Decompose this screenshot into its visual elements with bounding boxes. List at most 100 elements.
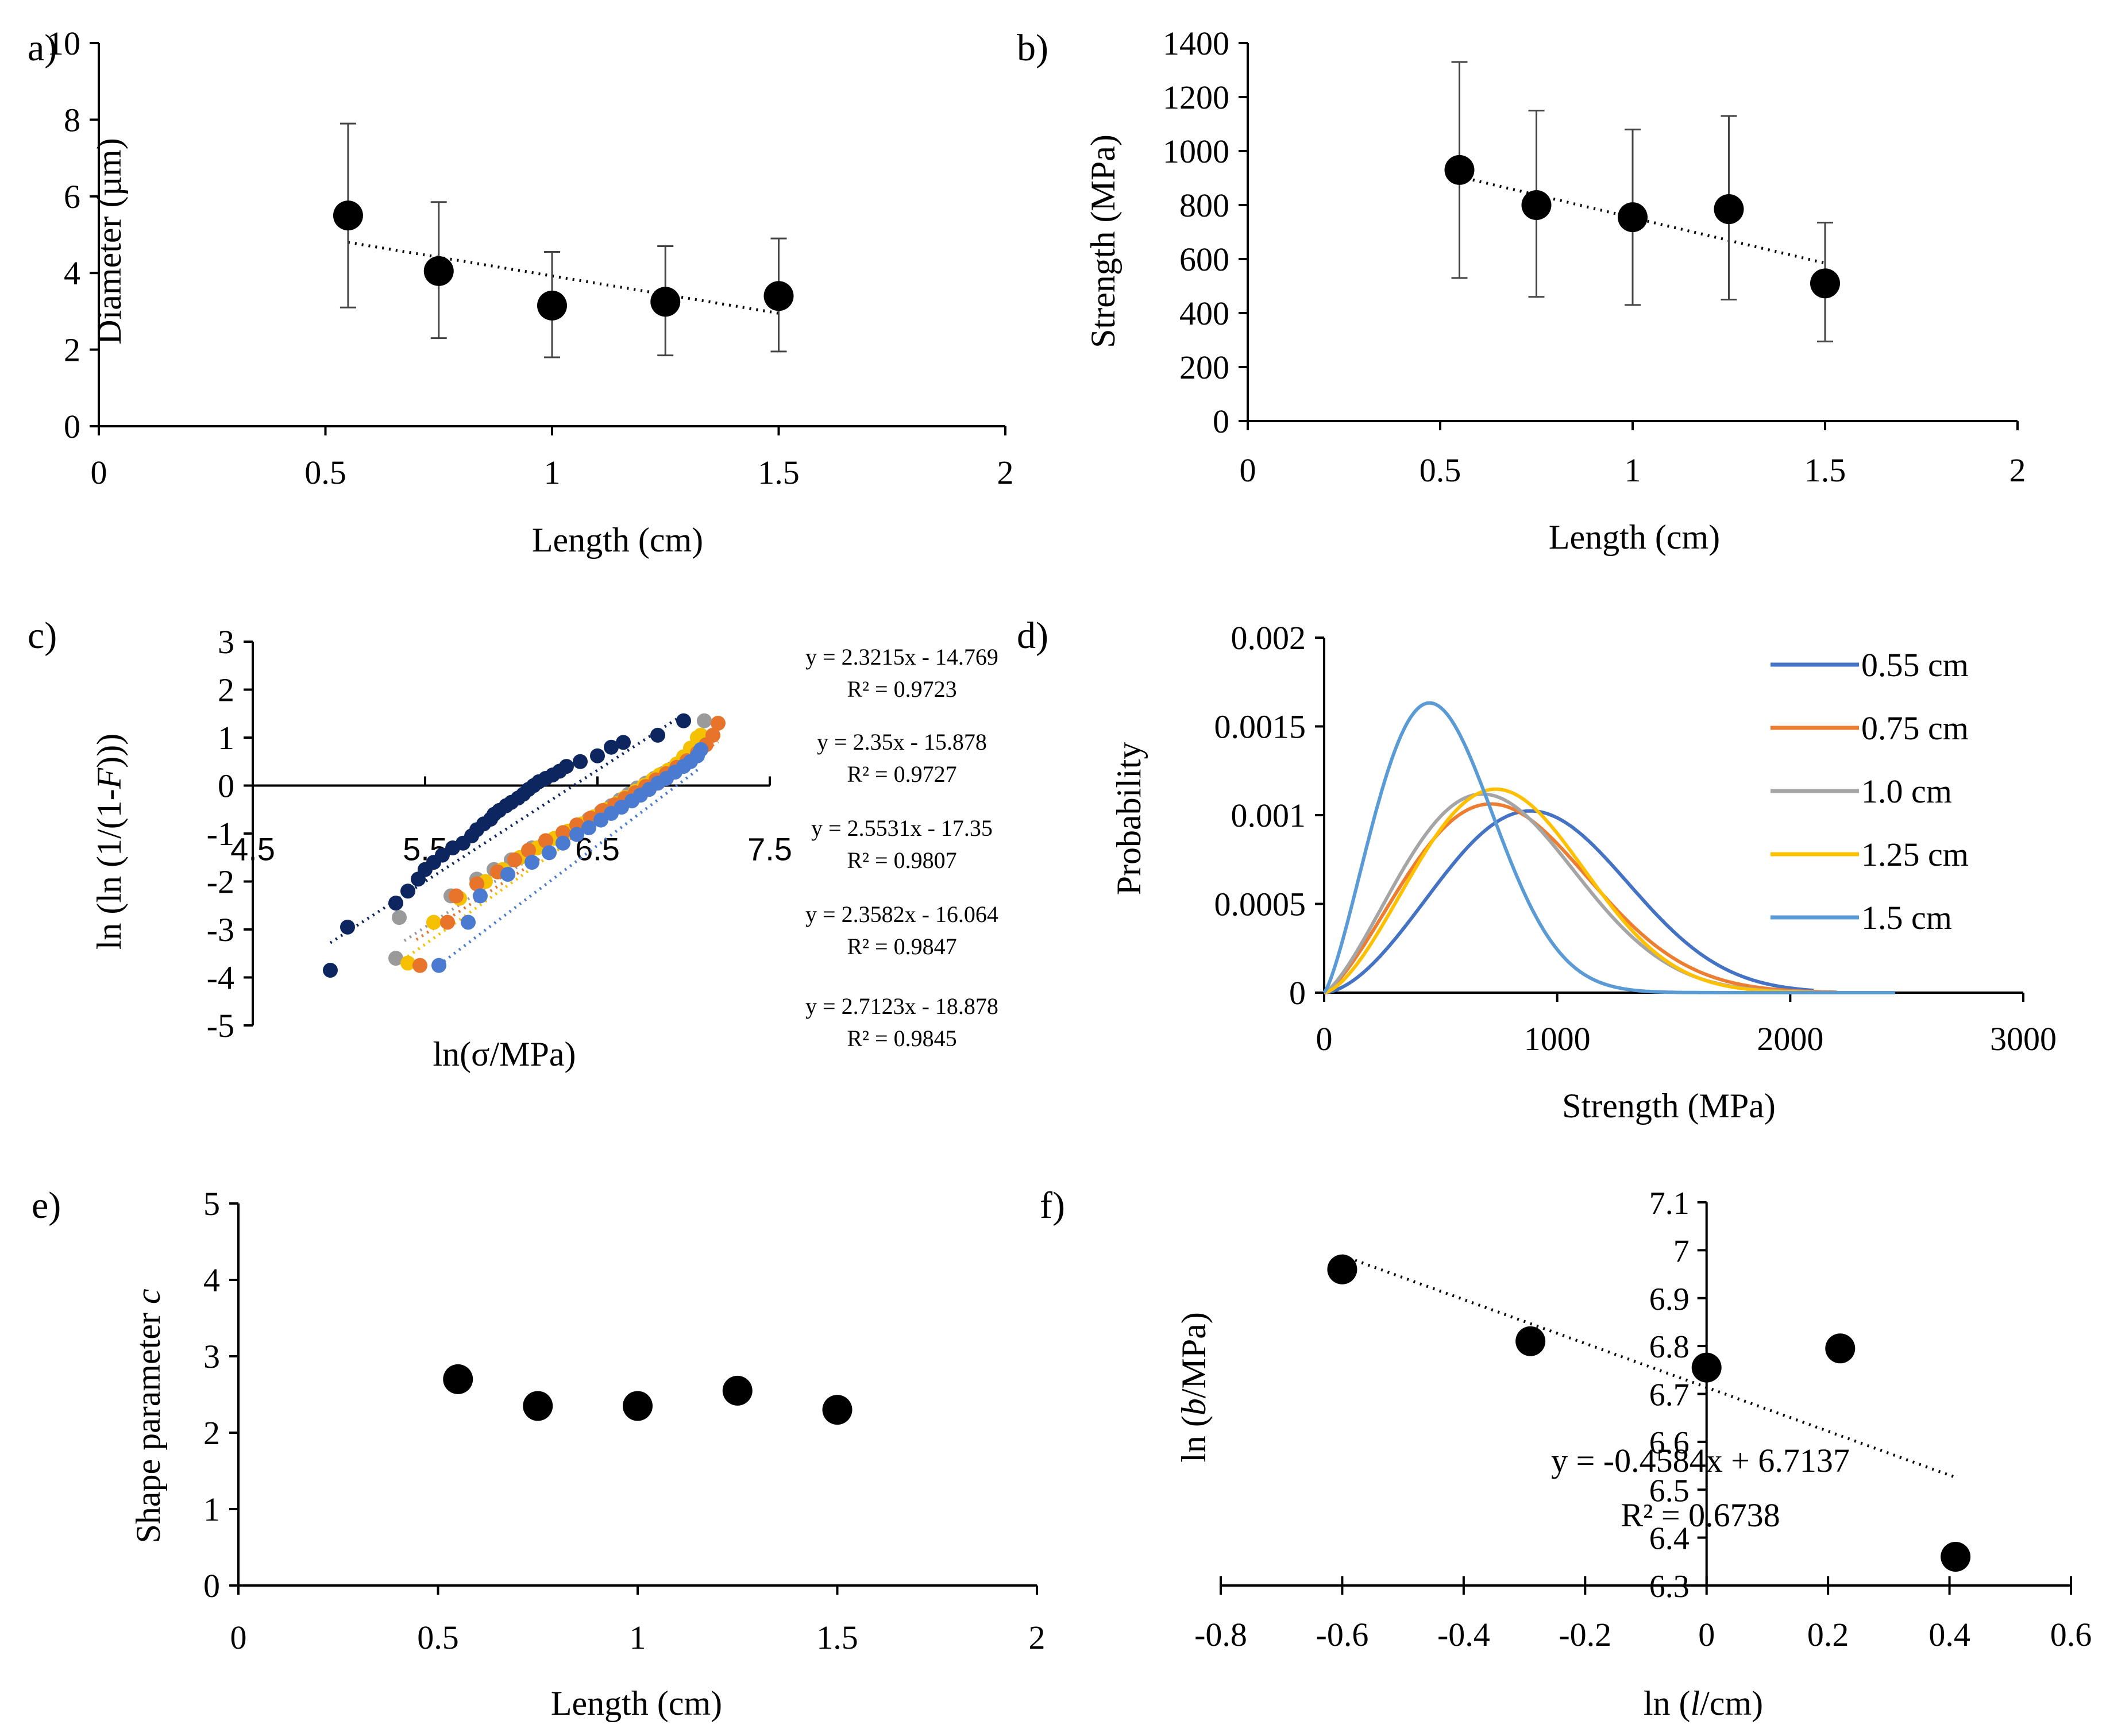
a-y-tick-label: 4 [64, 254, 80, 292]
c-data-point [581, 820, 596, 835]
f-y-tick-label: 6.4 [1649, 1521, 1690, 1557]
c-data-point [524, 855, 539, 870]
f-x-tick-label: -0.6 [1316, 1616, 1369, 1653]
panel-b-xlabel: Length (cm) [1549, 518, 1720, 556]
panel-a-xlabel: Length (cm) [532, 521, 703, 559]
f-x-tick-label: 0 [1698, 1616, 1715, 1653]
c-x-tick-label: 7.5 [747, 831, 792, 867]
a-data-point [333, 200, 363, 231]
panel-c-xlabel: ln(σ/MPa) [433, 1035, 576, 1073]
c-y-tick-label: 1 [218, 719, 234, 757]
a-x-tick-label: 1 [544, 454, 561, 491]
f-x-tick-label: -0.2 [1559, 1616, 1611, 1653]
d-x-tick-label: 1000 [1524, 1020, 1591, 1058]
c-data-point [400, 884, 415, 899]
panel-c-tag: c) [28, 615, 57, 657]
panel-a-axes: 0 0.5 1 1.5 2 0 2 4 6 8 10 [47, 25, 1014, 491]
panel-d: d) 0 1000 2000 300000.00050.0010.00150.002 … [1017, 615, 2057, 1125]
d-x-tick-label: 0 [1316, 1020, 1333, 1058]
e-y-tick-label: 2 [203, 1414, 220, 1452]
d-legend-label: 1.5 cm [1861, 899, 1952, 936]
c-data-point [616, 735, 631, 750]
c-data-point [521, 843, 536, 858]
f-x-tick-label: -0.4 [1437, 1616, 1490, 1653]
d-y-tick-label: 0.001 [1231, 797, 1306, 834]
c-r2: R² = 0.9845 [847, 1025, 956, 1051]
f-data-point [1941, 1541, 1971, 1572]
c-y-tick-label: -1 [207, 815, 234, 852]
e-data-point [443, 1364, 473, 1394]
d-y-tick-label: 0.002 [1231, 619, 1306, 657]
a-y-tick-label: 8 [64, 101, 80, 138]
c-equation: y = 2.3215x - 14.769 [805, 644, 998, 670]
f-y-tick-label: 6.3 [1649, 1569, 1690, 1604]
b-y-tick-label: 200 [1179, 349, 1229, 386]
c-y-tick-label: -5 [207, 1007, 234, 1044]
c-y-tick-label: 2 [218, 672, 234, 709]
b-x-tick-label: 0.5 [1420, 452, 1461, 489]
a-data-point [763, 281, 794, 311]
c-equation: y = 2.5531x - 17.35 [811, 815, 993, 841]
f-data-point [1825, 1333, 1856, 1364]
panel-c-data [323, 713, 726, 978]
d-x-tick-label: 3000 [1990, 1020, 2057, 1058]
a-data-point [537, 290, 567, 321]
panel-f-data [1327, 1254, 1971, 1572]
c-data-point [604, 739, 619, 755]
panel-f-xlabel: ln (l/cm) [1644, 1684, 1763, 1722]
c-data-point [323, 962, 338, 978]
c-trendline [329, 713, 685, 944]
d-pdf-curve [1324, 809, 1814, 994]
f-x-tick-label: 0.6 [2050, 1616, 2092, 1653]
c-data-point [711, 715, 726, 731]
d-legend-label: 1.25 cm [1861, 836, 1969, 873]
c-data-point [473, 888, 488, 904]
f-x-tick-label: -0.8 [1194, 1616, 1247, 1653]
c-data-point [388, 951, 403, 966]
b-data-point [1521, 190, 1552, 220]
e-data-point [722, 1375, 753, 1406]
a-y-tick-label: 6 [64, 178, 80, 215]
panel-c-ylabel: ln (ln (1/(1-F))) [90, 734, 128, 950]
c-data-point [392, 910, 407, 925]
d-y-tick-label: 0.0015 [1214, 708, 1306, 746]
b-y-tick-label: 1000 [1163, 133, 1229, 170]
e-y-tick-label: 1 [203, 1491, 220, 1528]
b-data-point [1714, 194, 1744, 225]
panel-b-axes: 0 0.5 1 1.5 2 0 200 400 600 800 1000 1200 1400 [1163, 25, 2026, 489]
a-x-tick-label: 1.5 [758, 454, 800, 491]
panel-b: b) 0 0.5 1 1.5 2 0 200 400 600 800 1000 1200 1400 Le… [1017, 25, 2026, 556]
panel-a-data [333, 122, 794, 358]
panel-a-ylabel: Diameter (µm) [90, 138, 128, 344]
c-data-point [507, 852, 522, 867]
panel-b-ylabel: Strength (MPa) [1084, 134, 1122, 348]
e-x-tick-label: 0 [230, 1619, 247, 1656]
c-data-point [500, 866, 515, 882]
panel-e-axes: 0 0.5 1 1.5 2 0 1 2 3 4 5 [203, 1185, 1046, 1656]
c-data-point [388, 896, 403, 911]
c-data-point [693, 742, 708, 757]
b-x-tick-label: 0 [1240, 452, 1256, 489]
c-data-point [676, 713, 691, 728]
f-data-point [1691, 1352, 1722, 1383]
f-x-tick-label: 0.4 [1928, 1616, 1970, 1653]
c-r2: R² = 0.9847 [847, 933, 956, 959]
c-data-point [440, 915, 455, 930]
c-y-tick-label: 0 [218, 767, 234, 805]
d-y-tick-label: 0.0005 [1214, 886, 1306, 923]
f-data-point [1327, 1254, 1357, 1284]
c-trendline [438, 766, 702, 967]
c-data-point [400, 955, 415, 971]
panel-f-axes: -0.8 -0.6 -0.4 -0.2 0 0.2 0.4 0.6 6.3 6.4 6.5 6.6 6.… [1194, 1186, 2092, 1653]
f-y-tick-label: 6.8 [1649, 1329, 1690, 1365]
panel-f-equation: y = -0.4584x + 6.7137 [1551, 1442, 1850, 1479]
e-y-tick-label: 5 [203, 1185, 220, 1222]
panel-f-tag: f) [1040, 1185, 1065, 1226]
panel-e-data [443, 1364, 853, 1425]
panel-a-tag: a) [28, 27, 57, 69]
c-equation: y = 2.7123x - 18.878 [805, 993, 998, 1019]
e-y-tick-label: 4 [203, 1262, 220, 1299]
e-x-tick-label: 1 [630, 1619, 646, 1656]
a-y-tick-label: 10 [47, 25, 80, 62]
c-r2: R² = 0.9807 [847, 847, 956, 873]
